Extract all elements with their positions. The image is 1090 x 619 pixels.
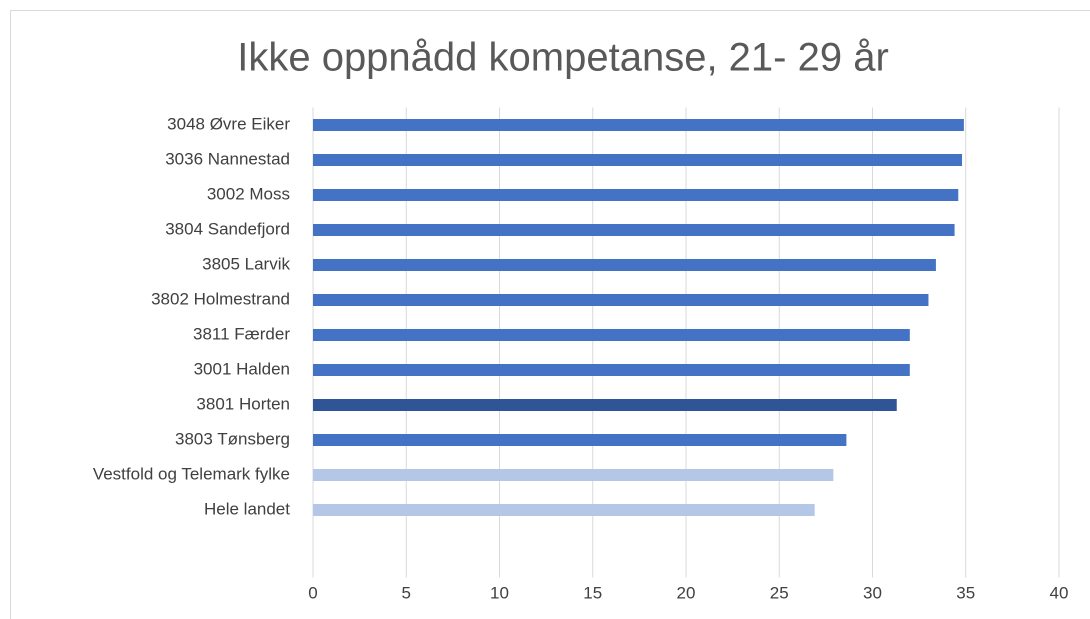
x-tick-label: 15: [583, 583, 602, 602]
y-tick-label: 3036 Nannestad: [165, 149, 290, 168]
y-tick-label: 3805 Larvik: [202, 254, 290, 273]
bar: [313, 224, 955, 236]
x-tick-label: 40: [1050, 583, 1069, 602]
y-tick-label: Vestfold og Telemark fylke: [93, 464, 290, 483]
y-tick-label: 3811 Færder: [193, 324, 290, 343]
bar: [313, 329, 910, 341]
x-tick-label: 0: [308, 583, 317, 602]
x-tick-label: 10: [490, 583, 509, 602]
bar: [313, 469, 834, 481]
x-tick-label: 35: [956, 583, 975, 602]
y-tick-label: 3048 Øvre Eiker: [167, 114, 290, 133]
bar: [313, 294, 929, 306]
y-tick-label: 3803 Tønsberg: [175, 429, 290, 448]
x-tick-label: 25: [770, 583, 789, 602]
y-tick-label: 3802 Holmestrand: [151, 289, 290, 308]
bar: [313, 119, 964, 131]
x-tick-label: 20: [677, 583, 696, 602]
x-tick-label: 30: [863, 583, 882, 602]
y-tick-label: Hele landet: [204, 499, 290, 518]
y-tick-label: 3002 Moss: [207, 184, 290, 203]
y-tick-label: 3001 Halden: [194, 359, 290, 378]
bar: [313, 434, 847, 446]
x-tick-label: 5: [402, 583, 411, 602]
bar: [313, 189, 959, 201]
bar: [313, 504, 815, 516]
chart-title: Ikke oppnådd kompetanse, 21- 29 år: [237, 36, 889, 80]
bar: [313, 154, 963, 166]
y-tick-label: 3804 Sandefjord: [165, 219, 290, 238]
bar: [313, 259, 936, 271]
bar: [313, 399, 897, 411]
chart-border: [10, 10, 1090, 619]
y-tick-label: 3801 Horten: [196, 394, 290, 413]
bar: [313, 364, 910, 376]
